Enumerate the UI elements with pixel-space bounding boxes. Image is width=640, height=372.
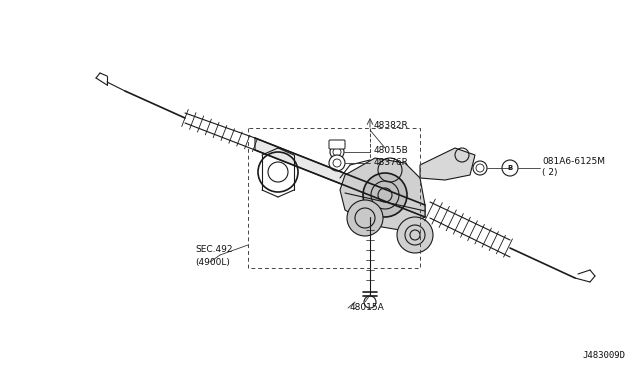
Circle shape xyxy=(473,161,487,175)
Text: SEC.492: SEC.492 xyxy=(195,246,232,254)
Text: (4900L): (4900L) xyxy=(195,257,230,266)
Text: ( 2): ( 2) xyxy=(542,167,557,176)
Polygon shape xyxy=(420,148,475,180)
FancyBboxPatch shape xyxy=(329,140,345,149)
Circle shape xyxy=(347,200,383,236)
Text: 48015A: 48015A xyxy=(350,304,385,312)
Polygon shape xyxy=(340,158,425,230)
Text: 48015B: 48015B xyxy=(374,145,409,154)
Circle shape xyxy=(329,155,345,171)
Circle shape xyxy=(363,173,407,217)
Text: J483009D: J483009D xyxy=(582,351,625,360)
Circle shape xyxy=(330,145,344,159)
Text: 081A6-6125M: 081A6-6125M xyxy=(542,157,605,166)
Text: B: B xyxy=(508,165,513,171)
Text: 48376R: 48376R xyxy=(374,157,409,167)
Polygon shape xyxy=(255,138,425,217)
Text: 48382R: 48382R xyxy=(374,121,409,129)
Circle shape xyxy=(397,217,433,253)
